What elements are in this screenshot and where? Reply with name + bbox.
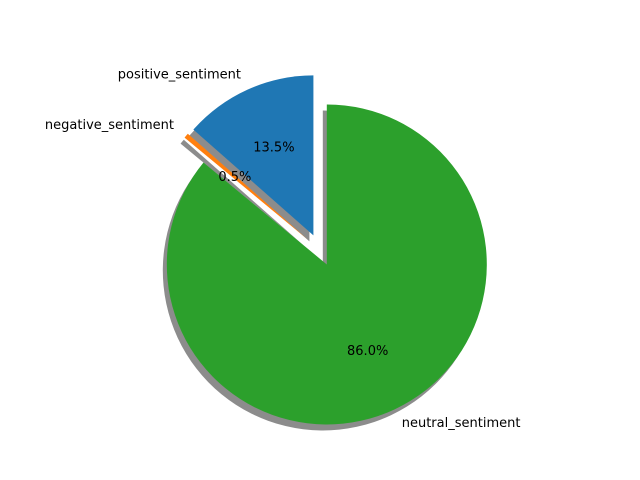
slice-negative-sentiment xyxy=(184,133,308,240)
pct-label-negative-sentiment: 0.5% xyxy=(218,170,251,185)
slice-positive-sentiment xyxy=(193,75,314,236)
slice-label-neutral-sentiment: neutral_sentiment xyxy=(402,416,521,431)
slice-label-negative-sentiment: negative_sentiment xyxy=(45,118,174,133)
label-layer: 13.5% positive_sentiment 0.5% negative_sent… xyxy=(45,68,521,432)
slice-label-positive-sentiment: positive_sentiment xyxy=(118,68,241,83)
wedge-layer xyxy=(166,75,487,425)
pct-label-neutral-sentiment: 86.0% xyxy=(347,344,388,359)
shadow-negative-sentiment xyxy=(180,139,304,246)
pct-label-positive-sentiment: 13.5% xyxy=(253,140,294,155)
slice-neutral-sentiment xyxy=(166,104,487,425)
